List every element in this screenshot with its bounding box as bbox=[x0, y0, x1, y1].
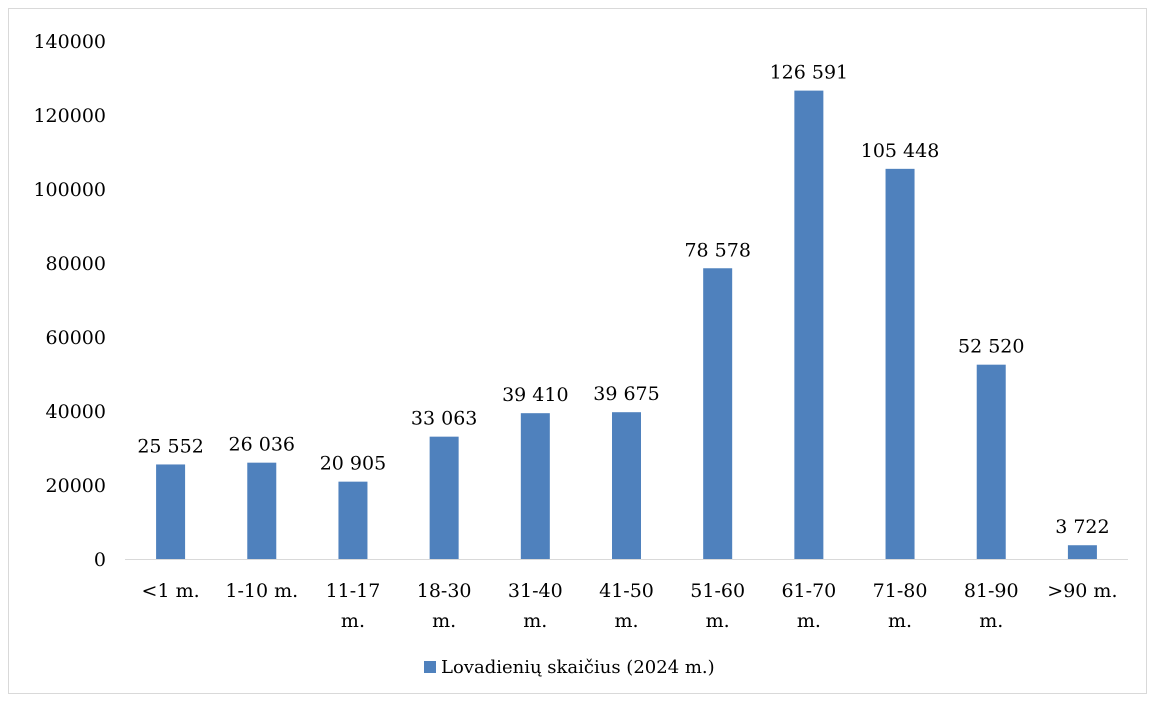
data-label: 126 591 bbox=[770, 62, 849, 84]
data-label: 33 063 bbox=[411, 408, 477, 430]
data-label: 20 905 bbox=[320, 453, 386, 475]
bar bbox=[429, 436, 459, 559]
bar bbox=[520, 413, 550, 559]
y-axis-labels: 0 20000 40000 60000 80000 100000 120000 140000 bbox=[33, 31, 106, 571]
y-tick-label: 140000 bbox=[33, 31, 106, 53]
data-label: 39 675 bbox=[593, 383, 659, 405]
data-label: 39 410 bbox=[502, 384, 568, 406]
x-tick-label: 1-10 m. bbox=[225, 580, 298, 602]
x-tick-label: 41-50 m. bbox=[599, 580, 654, 632]
data-label: 105 448 bbox=[861, 140, 940, 162]
bar bbox=[1067, 545, 1097, 559]
bar bbox=[703, 268, 733, 559]
chart-area bbox=[8, 8, 1147, 694]
y-tick-label: 100000 bbox=[33, 179, 106, 201]
data-labels: 25 552 26 036 20 905 33 063 39 410 39 675 78 5… bbox=[137, 62, 1109, 539]
y-tick-label: 20000 bbox=[46, 475, 106, 497]
y-tick-label: 120000 bbox=[33, 105, 106, 127]
bar bbox=[794, 90, 824, 560]
legend: Lovadienių skaičius (2024 m.) bbox=[424, 657, 715, 678]
data-label: 78 578 bbox=[684, 239, 750, 261]
data-label: 3 722 bbox=[1055, 516, 1109, 538]
x-tick-label: 61-70 m. bbox=[781, 580, 836, 632]
data-label: 52 520 bbox=[958, 336, 1024, 358]
bar bbox=[885, 168, 915, 559]
x-tick-label: 51-60 m. bbox=[690, 580, 745, 632]
bar bbox=[247, 462, 277, 559]
x-tick-label: >90 m. bbox=[1047, 580, 1117, 602]
bar bbox=[976, 364, 1006, 559]
x-tick-label: 11-17 m. bbox=[326, 580, 381, 632]
y-tick-label: 80000 bbox=[46, 253, 106, 275]
legend-label: Lovadienių skaičius (2024 m.) bbox=[441, 657, 715, 678]
bar bbox=[338, 481, 368, 559]
x-tick-label: <1 m. bbox=[142, 580, 200, 602]
y-tick-label: 40000 bbox=[46, 401, 106, 423]
data-label: 25 552 bbox=[137, 435, 203, 457]
x-tick-label: 71-80 m. bbox=[873, 580, 928, 632]
x-tick-label: 31-40 m. bbox=[508, 580, 563, 632]
data-label: 26 036 bbox=[229, 434, 295, 456]
legend-swatch bbox=[424, 661, 436, 673]
bar bbox=[612, 412, 641, 559]
x-tick-label: 81-90 m. bbox=[964, 580, 1019, 632]
x-axis-labels: <1 m. 1-10 m. 11-17 m. 18-30 m. 31-40 m. 41-50 m.… bbox=[142, 580, 1118, 632]
x-tick-label: 18-30 m. bbox=[417, 580, 472, 632]
bars bbox=[156, 90, 1097, 560]
bar bbox=[156, 464, 186, 559]
y-tick-label: 0 bbox=[94, 549, 106, 571]
y-tick-label: 60000 bbox=[46, 327, 106, 349]
